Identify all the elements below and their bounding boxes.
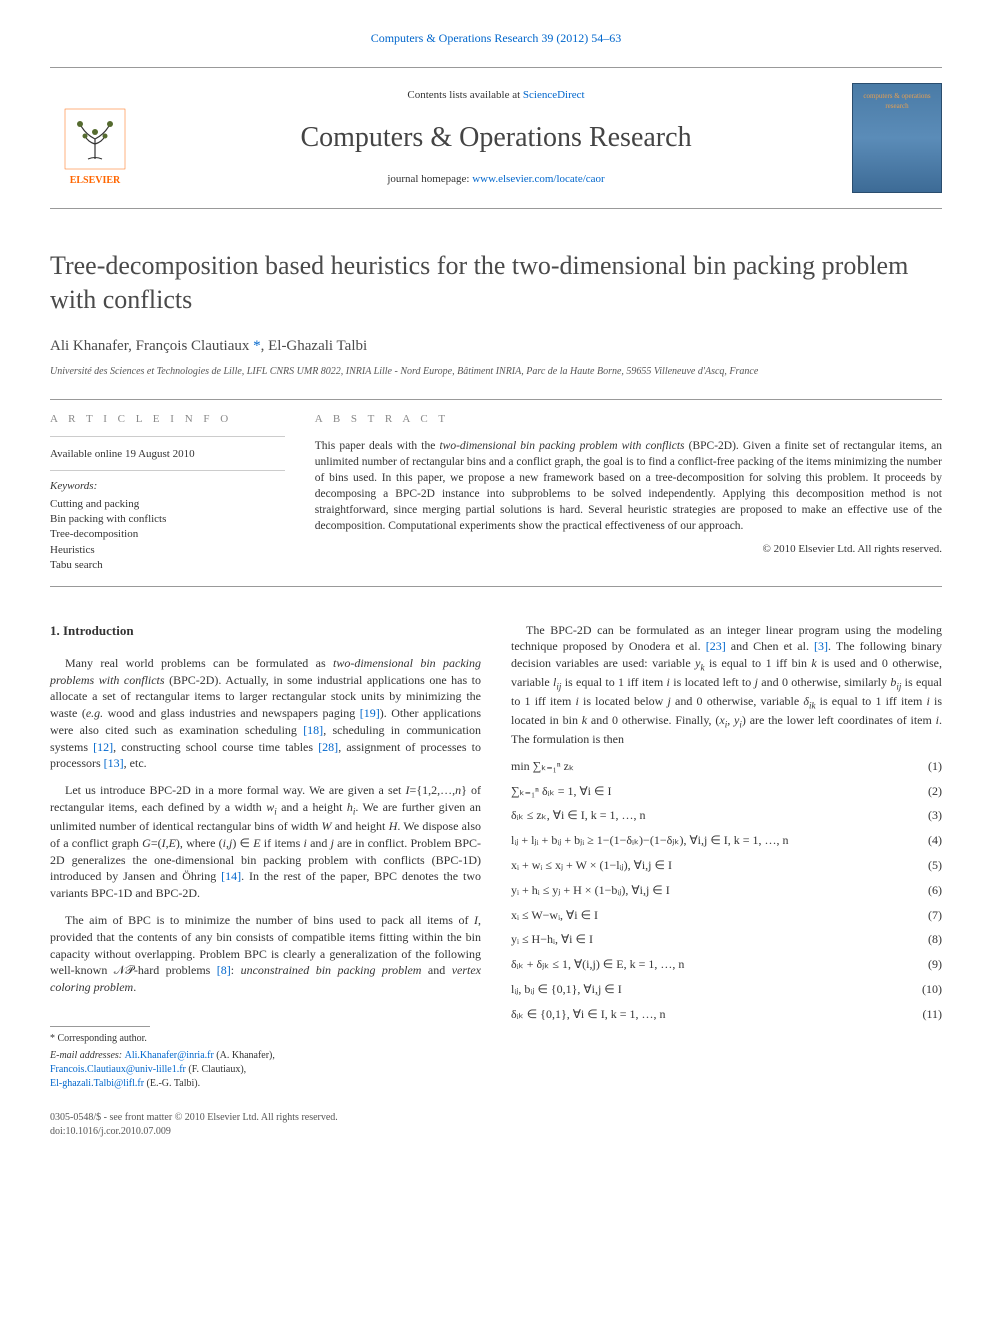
ref-link[interactable]: [28] (318, 740, 338, 754)
footnote-separator (50, 1026, 150, 1027)
journal-citation-link[interactable]: Computers & Operations Research 39 (2012… (371, 31, 622, 45)
journal-homepage-line: journal homepage: www.elsevier.com/locat… (140, 172, 852, 187)
ref-link[interactable]: [8] (217, 963, 231, 977)
right-column: The BPC-2D can be formulated as an integ… (511, 622, 942, 1092)
ref-link[interactable]: [23] (706, 639, 726, 653)
equation: δᵢₖ ∈ {0,1}, ∀i ∈ I, k = 1, …, n(11) (511, 1006, 942, 1023)
keywords-label: Keywords: (50, 479, 285, 494)
equation: ∑ₖ₌₁ⁿ δᵢₖ = 1, ∀i ∈ I(2) (511, 783, 942, 800)
contents-lists-line: Contents lists available at ScienceDirec… (140, 88, 852, 103)
journal-header: ELSEVIER Contents lists available at Sci… (50, 67, 942, 209)
paragraph: Many real world problems can be formulat… (50, 655, 481, 773)
equation: lᵢⱼ, bᵢⱼ ∈ {0,1}, ∀i,j ∈ I(10) (511, 981, 942, 998)
journal-citation: Computers & Operations Research 39 (2012… (0, 0, 992, 67)
equation: lᵢⱼ + lⱼᵢ + bᵢⱼ + bⱼᵢ ≥ 1−(1−δᵢₖ)−(1−δⱼₖ… (511, 832, 942, 849)
elsevier-tree-icon (60, 104, 130, 174)
header-center: Contents lists available at ScienceDirec… (140, 88, 852, 188)
doi-line: doi:10.1016/j.cor.2010.07.009 (50, 1125, 942, 1139)
elsevier-label: ELSEVIER (70, 174, 121, 188)
article-info-heading: A R T I C L E I N F O (50, 412, 285, 436)
abstract-heading: A B S T R A C T (315, 412, 942, 427)
article-info: A R T I C L E I N F O Available online 1… (50, 400, 300, 585)
keyword: Tabu search (50, 558, 285, 573)
equation: yᵢ + hᵢ ≤ yⱼ + H × (1−bᵢⱼ), ∀i,j ∈ I(6) (511, 882, 942, 899)
elsevier-logo: ELSEVIER (50, 88, 140, 188)
ref-link[interactable]: [14] (221, 869, 241, 883)
left-column: 1. Introduction Many real world problems… (50, 622, 481, 1092)
journal-homepage-link[interactable]: www.elsevier.com/locate/caor (472, 173, 604, 185)
authors-line: Ali Khanafer, François Clautiaux *, El-G… (50, 336, 942, 357)
paragraph: Let us introduce BPC-2D in a more formal… (50, 782, 481, 902)
equation: yᵢ ≤ H−hᵢ, ∀i ∈ I(8) (511, 931, 942, 948)
sciencedirect-link[interactable]: ScienceDirect (523, 89, 585, 101)
issn-line: 0305-0548/$ - see front matter © 2010 El… (50, 1111, 942, 1125)
author-3: El-Ghazali Talbi (268, 338, 367, 354)
email-addresses: E-mail addresses: Ali.Khanafer@inria.fr … (50, 1049, 481, 1091)
author-2: François Clautiaux (136, 338, 250, 354)
email-link[interactable]: Francois.Clautiaux@univ-lille1.fr (50, 1064, 186, 1075)
equation: xᵢ + wᵢ ≤ xⱼ + W × (1−lᵢⱼ), ∀i,j ∈ I(5) (511, 857, 942, 874)
available-online-date: Available online 19 August 2010 (50, 447, 285, 471)
article-title: Tree-decomposition based heuristics for … (50, 249, 942, 317)
email-link[interactable]: Ali.Khanafer@inria.fr (125, 1050, 214, 1061)
paragraph: The BPC-2D can be formulated as an integ… (511, 622, 942, 748)
journal-name: Computers & Operations Research (140, 118, 852, 157)
cover-text: computers & operations research (857, 92, 937, 112)
journal-cover-thumbnail: computers & operations research (852, 83, 942, 193)
paragraph: The aim of BPC is to minimize the number… (50, 912, 481, 996)
affiliation: Université des Sciences et Technologies … (50, 365, 942, 379)
keyword: Cutting and packing (50, 497, 285, 512)
corresponding-marker[interactable]: * (253, 338, 261, 354)
email-link[interactable]: El-ghazali.Talbi@lifl.fr (50, 1078, 144, 1089)
info-abstract-block: A R T I C L E I N F O Available online 1… (50, 399, 942, 586)
equation: min ∑ₖ₌₁ⁿ zₖ(1) (511, 758, 942, 775)
equation: xᵢ ≤ W−wᵢ, ∀i ∈ I(7) (511, 907, 942, 924)
keyword: Tree-decomposition (50, 527, 285, 542)
ref-link[interactable]: [12] (93, 740, 113, 754)
keyword: Heuristics (50, 543, 285, 558)
section-1-heading: 1. Introduction (50, 622, 481, 640)
keyword: Bin packing with conflicts (50, 512, 285, 527)
ref-link[interactable]: [19] (360, 706, 380, 720)
ref-link[interactable]: [3] (814, 639, 828, 653)
author-1: Ali Khanafer (50, 338, 128, 354)
bottom-info: 0305-0548/$ - see front matter © 2010 El… (50, 1111, 942, 1139)
abstract-copyright: © 2010 Elsevier Ltd. All rights reserved… (315, 542, 942, 557)
equation: δᵢₖ + δⱼₖ ≤ 1, ∀(i,j) ∈ E, k = 1, …, n(9… (511, 956, 942, 973)
equation: δᵢₖ ≤ zₖ, ∀i ∈ I, k = 1, …, n(3) (511, 807, 942, 824)
abstract: A B S T R A C T This paper deals with th… (300, 400, 942, 585)
ref-link[interactable]: [18] (303, 723, 323, 737)
body-columns: 1. Introduction Many real world problems… (50, 622, 942, 1092)
ref-link[interactable]: [13] (104, 756, 124, 770)
corresponding-author-note: * Corresponding author. (50, 1032, 481, 1046)
abstract-text: This paper deals with the two-dimensiona… (315, 438, 942, 535)
